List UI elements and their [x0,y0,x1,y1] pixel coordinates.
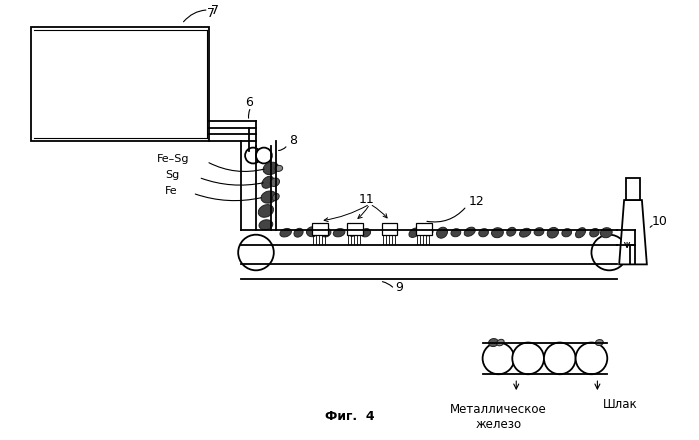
Ellipse shape [575,227,586,238]
Text: 10: 10 [651,215,668,228]
Text: Fe–Sg: Fe–Sg [157,154,189,165]
Ellipse shape [258,205,273,217]
Text: Sg: Sg [165,170,179,180]
Ellipse shape [333,229,345,237]
Ellipse shape [270,178,280,187]
Text: Шлак: Шлак [603,398,638,411]
Bar [347,223,363,235]
Ellipse shape [424,227,433,236]
Ellipse shape [547,227,559,238]
Ellipse shape [275,165,282,172]
Text: Металлическое
железо: Металлическое железо [450,403,547,431]
Bar [626,178,640,200]
Ellipse shape [262,176,274,188]
Text: 7: 7 [184,4,219,22]
Ellipse shape [590,228,599,237]
Ellipse shape [491,228,503,238]
Ellipse shape [349,227,357,236]
Circle shape [544,343,575,374]
Text: 8: 8 [289,134,296,147]
Ellipse shape [497,339,504,346]
Text: 12: 12 [469,195,484,208]
Ellipse shape [409,228,419,238]
Ellipse shape [280,228,291,237]
Ellipse shape [259,220,273,230]
Bar [382,223,398,235]
Ellipse shape [464,227,475,236]
Ellipse shape [600,227,612,238]
Bar [312,223,329,235]
Polygon shape [619,200,647,264]
Ellipse shape [534,227,544,236]
Circle shape [482,343,514,374]
Ellipse shape [437,227,447,238]
Ellipse shape [596,340,603,345]
Circle shape [256,147,272,163]
Circle shape [238,235,274,270]
Ellipse shape [489,338,498,347]
Text: Фиг.  4: Фиг. 4 [325,410,375,423]
Text: 9: 9 [396,281,403,294]
Ellipse shape [273,194,279,201]
Bar [417,223,432,235]
Text: Fe: Fe [165,186,178,196]
Bar [31,27,210,141]
Ellipse shape [306,227,318,237]
Ellipse shape [562,229,572,237]
Ellipse shape [519,228,531,237]
Ellipse shape [479,229,489,237]
Text: 6: 6 [245,96,253,109]
Ellipse shape [451,229,461,237]
Ellipse shape [507,227,516,236]
Ellipse shape [322,228,331,237]
Circle shape [512,343,544,374]
Circle shape [245,147,261,163]
Ellipse shape [263,162,278,175]
Ellipse shape [294,228,303,237]
Ellipse shape [361,228,370,237]
Circle shape [575,343,607,374]
Ellipse shape [261,191,277,203]
Text: 7: 7 [206,7,215,20]
Text: 11: 11 [359,193,375,206]
Circle shape [591,235,627,270]
